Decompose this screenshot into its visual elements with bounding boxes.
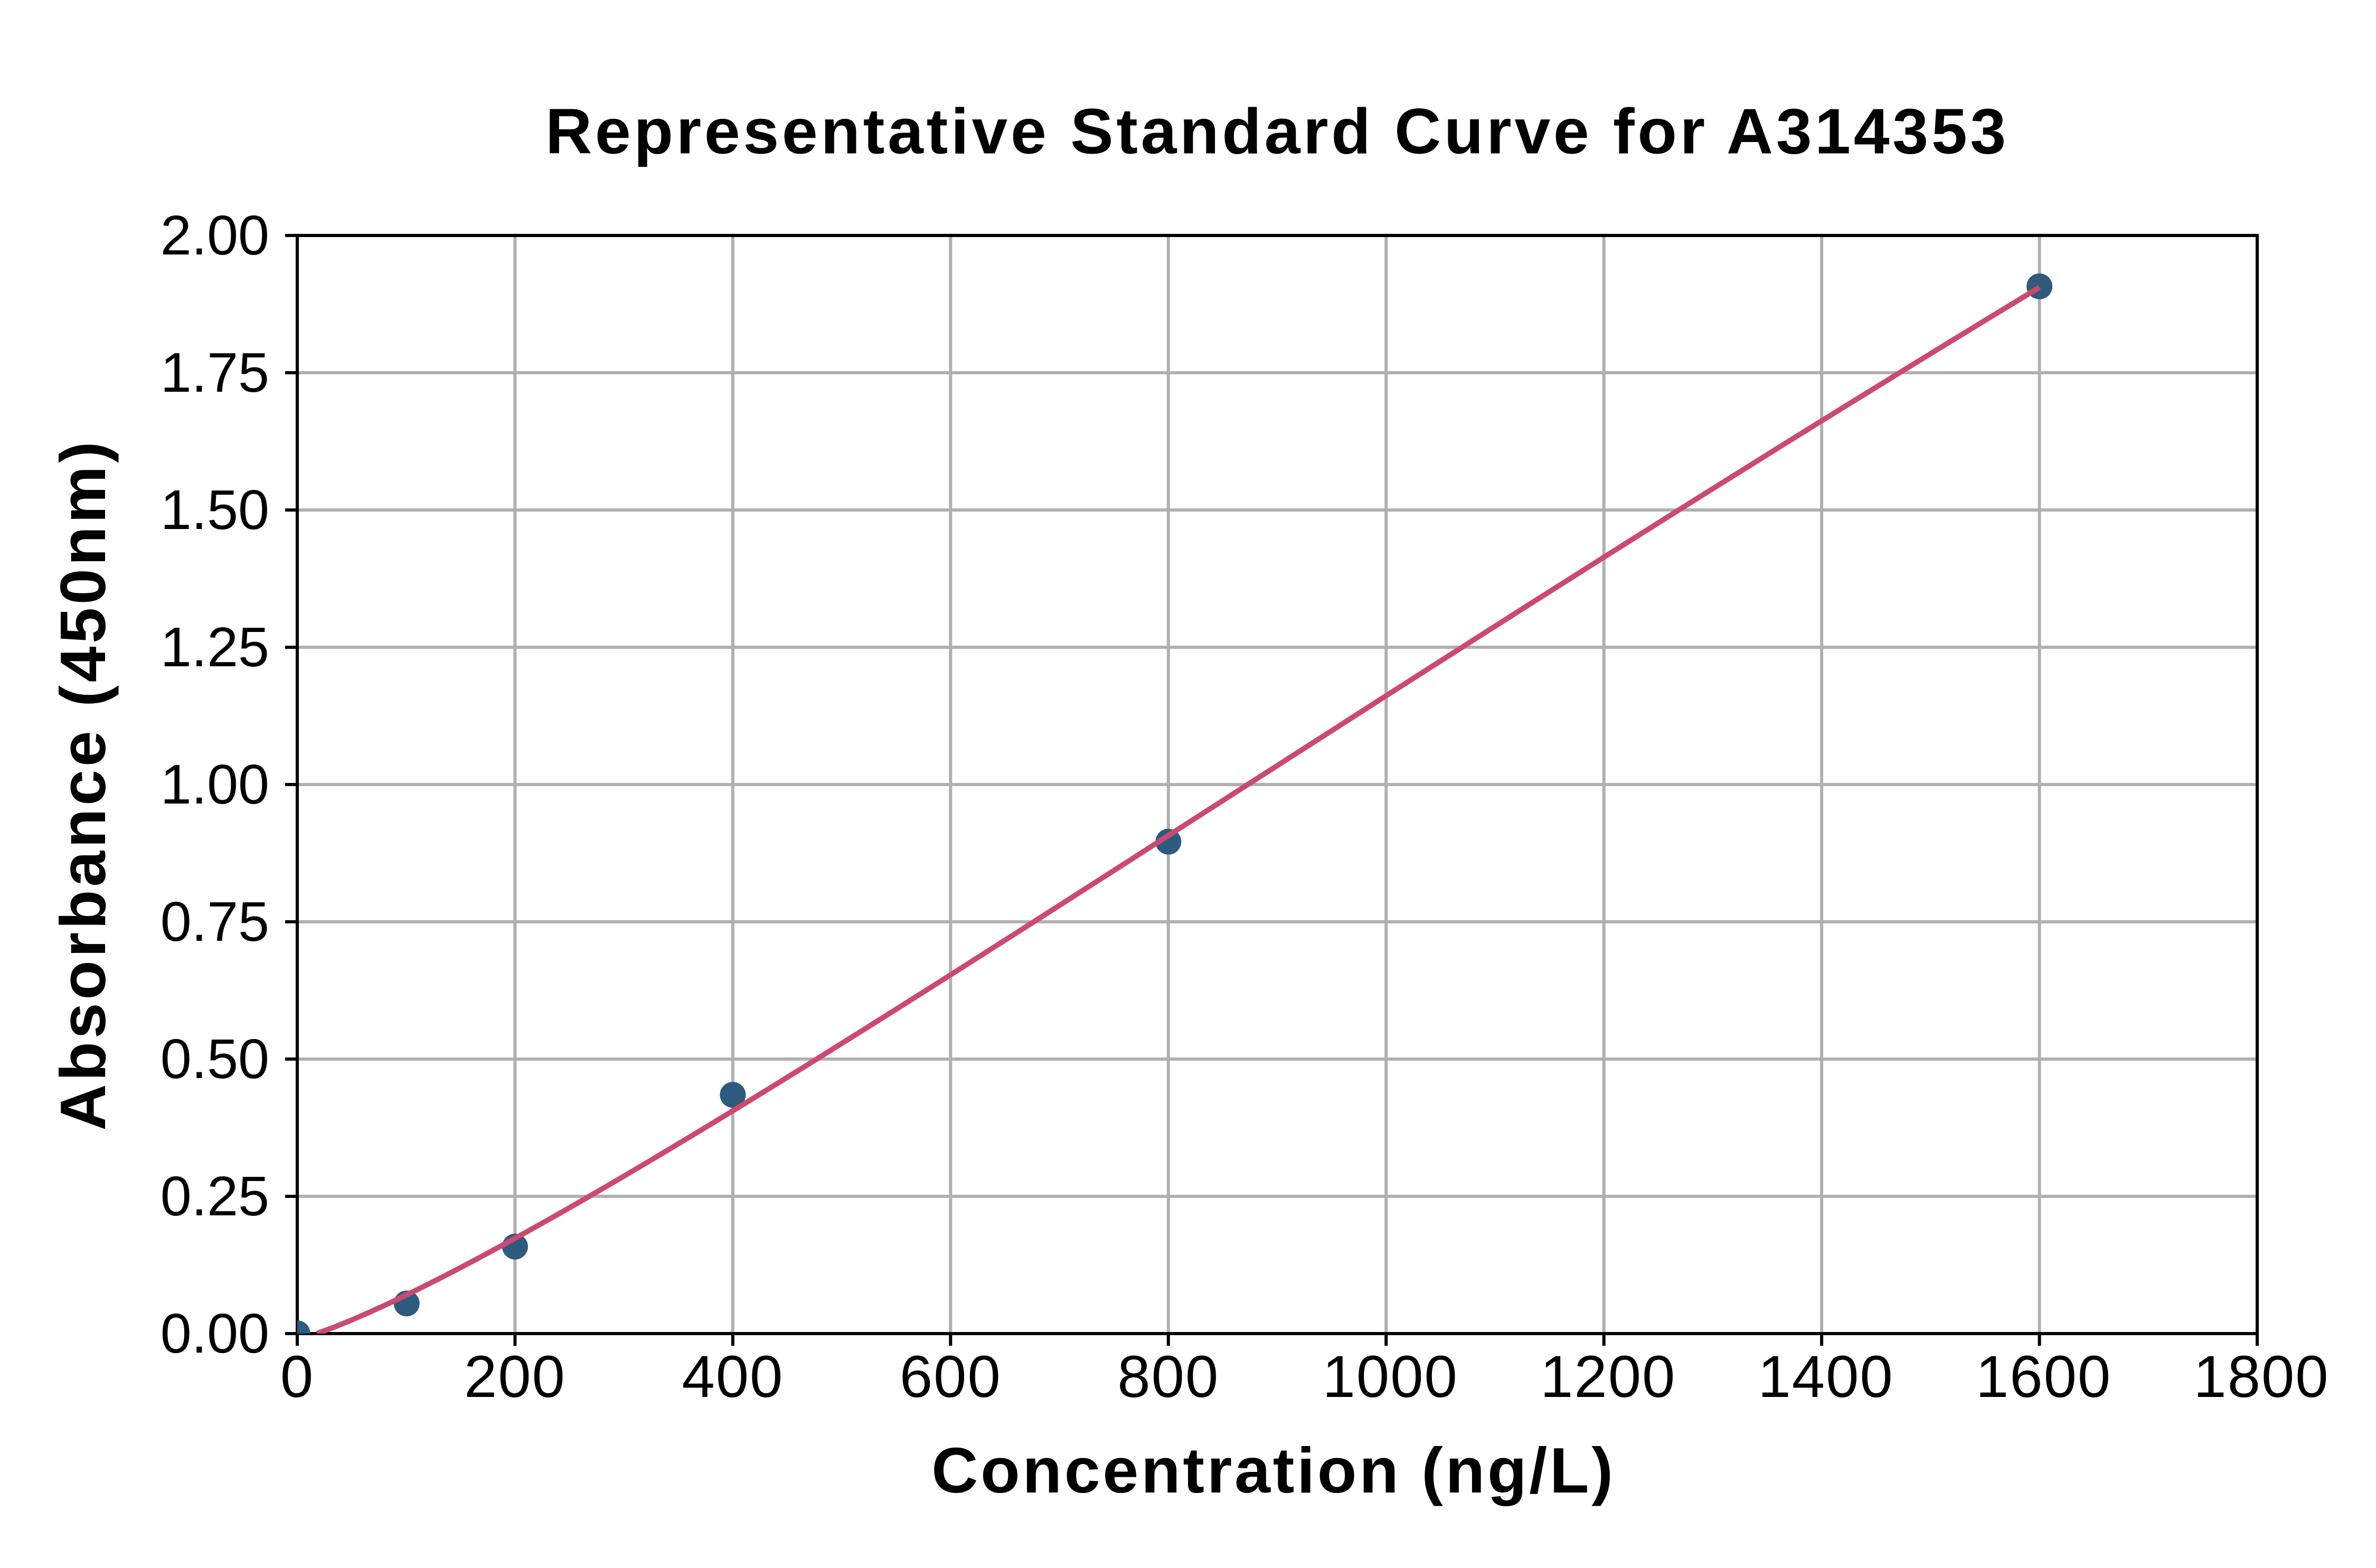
svg-text:1.50: 1.50 xyxy=(161,479,269,541)
svg-text:0.25: 0.25 xyxy=(161,1165,269,1227)
svg-text:1400: 1400 xyxy=(1758,1344,1894,1410)
svg-text:400: 400 xyxy=(682,1344,784,1410)
svg-text:800: 800 xyxy=(1117,1344,1219,1410)
svg-text:2.00: 2.00 xyxy=(161,204,269,267)
svg-text:600: 600 xyxy=(900,1344,1002,1410)
svg-text:1200: 1200 xyxy=(1540,1344,1676,1410)
svg-text:0.75: 0.75 xyxy=(161,891,269,953)
svg-text:200: 200 xyxy=(464,1344,566,1410)
svg-text:1000: 1000 xyxy=(1323,1344,1458,1410)
svg-text:0.50: 0.50 xyxy=(161,1028,269,1090)
svg-text:1.25: 1.25 xyxy=(161,616,269,678)
svg-text:0.00: 0.00 xyxy=(161,1302,269,1365)
svg-text:1.00: 1.00 xyxy=(161,753,269,816)
svg-text:Concentration (ng/L): Concentration (ng/L) xyxy=(931,1434,1616,1506)
svg-text:Absorbance (450nm): Absorbance (450nm) xyxy=(47,438,119,1130)
svg-text:1800: 1800 xyxy=(2193,1344,2329,1410)
svg-text:1600: 1600 xyxy=(1976,1344,2111,1410)
svg-text:Representative Standard Curve: Representative Standard Curve for A31435… xyxy=(545,96,2009,167)
svg-text:1.75: 1.75 xyxy=(161,342,269,404)
svg-text:0: 0 xyxy=(280,1344,314,1410)
